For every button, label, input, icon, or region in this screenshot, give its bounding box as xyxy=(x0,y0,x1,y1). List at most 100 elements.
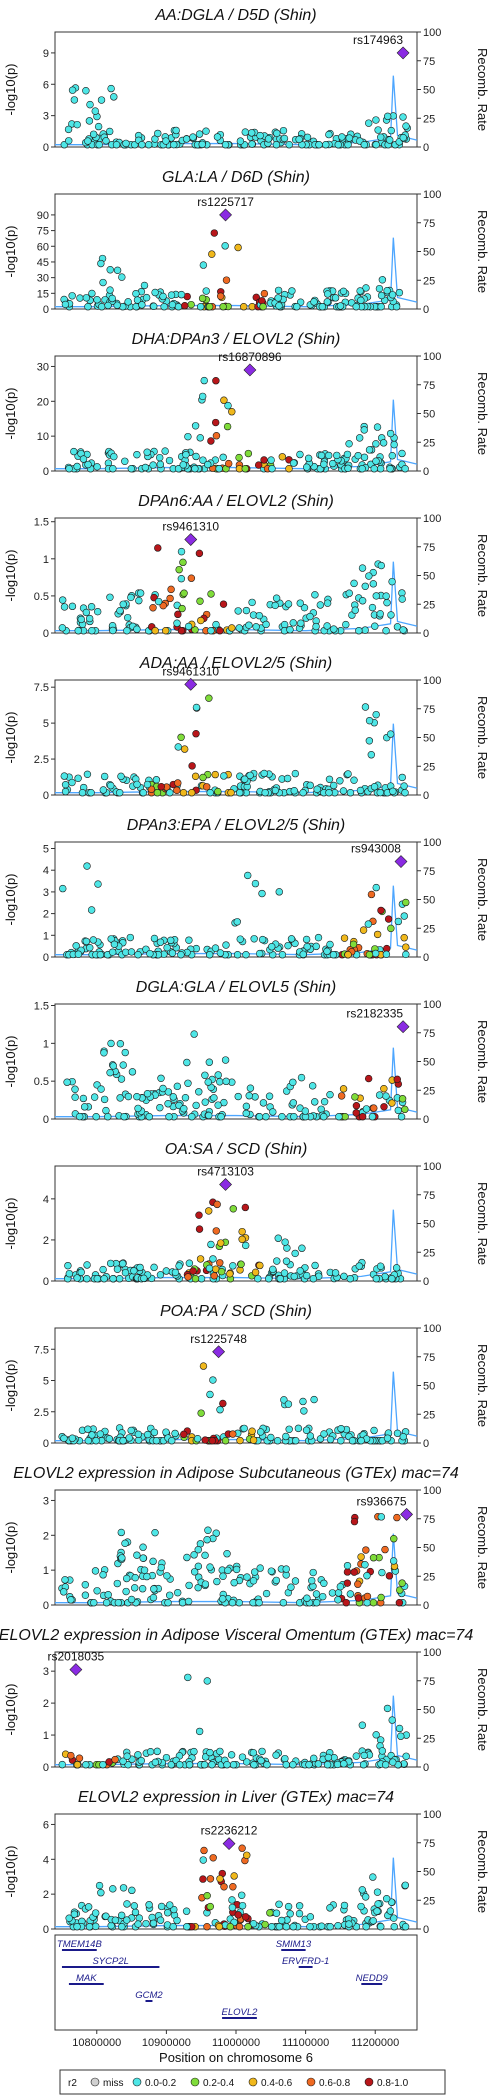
snp-point xyxy=(189,1267,197,1275)
y-tick-label: 2 xyxy=(43,1530,49,1542)
y-tick-label: 0.5 xyxy=(34,591,49,603)
snp-point xyxy=(124,298,132,306)
legend-title: r2 xyxy=(68,2078,77,2089)
snp-point xyxy=(228,408,236,416)
snp-point xyxy=(402,943,410,951)
snp-point xyxy=(99,1571,107,1579)
snp-point xyxy=(117,1911,126,1920)
panel-title: DPAn6:AA / ELOVL2 (Shin) xyxy=(138,493,334,510)
snp-point xyxy=(289,619,297,627)
y-axis-label-right: Recomb. Rate xyxy=(475,1344,490,1427)
snp-point xyxy=(372,457,380,465)
gene-label: MAK xyxy=(76,1973,97,1984)
snp-point xyxy=(243,1851,251,1859)
legend-label: 0.8-1.0 xyxy=(377,2078,409,2089)
snp-point xyxy=(229,1262,237,1270)
snp-point xyxy=(75,1754,84,1762)
snp-point xyxy=(238,1844,246,1852)
panel-title: OA:SA / SCD (Shin) xyxy=(165,1141,308,1158)
snp-point xyxy=(388,452,396,460)
snp-point xyxy=(364,1074,373,1083)
snp-point xyxy=(401,465,409,473)
snp-point xyxy=(282,1565,290,1573)
snp-point xyxy=(278,950,287,959)
snp-point xyxy=(352,303,360,311)
snp-point xyxy=(157,1902,166,1911)
y-tick-label: 2 xyxy=(43,909,49,921)
snp-point xyxy=(402,122,410,130)
snp-point xyxy=(273,1436,282,1445)
snp-point xyxy=(115,788,124,797)
snp-point xyxy=(60,1588,68,1596)
panel-title: ELOVL2 expression in Adipose Subcutaneou… xyxy=(13,1465,459,1482)
legend-label: 0.4-0.6 xyxy=(261,2078,293,2089)
snp-point xyxy=(340,1901,349,1910)
snp-point xyxy=(106,266,114,274)
recomb-tick-label: 50 xyxy=(423,895,435,907)
snp-point xyxy=(79,455,88,463)
snp-point xyxy=(375,1091,384,1099)
snp-point xyxy=(371,622,379,630)
recomb-tick-label: 100 xyxy=(423,1485,441,1497)
snp-point xyxy=(199,1362,208,1370)
y-tick-label: 0 xyxy=(43,1600,49,1612)
snp-point xyxy=(312,1598,321,1607)
y-axis-label: -log10(p) xyxy=(3,63,18,115)
lead-snp-label: rs2236212 xyxy=(201,1824,258,1838)
snp-point xyxy=(390,1914,398,1922)
panel-title: DHA:DPAn3 / ELOVL2 (Shin) xyxy=(132,331,341,348)
snp-point xyxy=(127,465,136,473)
recomb-tick-label: 100 xyxy=(423,999,441,1011)
snp-point xyxy=(82,87,90,95)
snp-point xyxy=(355,434,364,442)
snp-point xyxy=(192,1101,200,1110)
snp-point xyxy=(92,1112,100,1121)
snp-point xyxy=(229,1205,237,1213)
snp-point xyxy=(70,96,79,104)
recomb-tick-label: 100 xyxy=(423,837,441,849)
snp-point xyxy=(119,600,127,608)
snp-point xyxy=(212,1227,220,1235)
snp-point xyxy=(221,1436,230,1445)
snp-point xyxy=(216,1078,224,1086)
snp-point xyxy=(167,936,175,945)
snp-point xyxy=(154,544,162,552)
lead-snp-label: rs1225717 xyxy=(197,195,254,209)
y-tick-label: 4 xyxy=(43,865,49,877)
snp-point xyxy=(193,1435,202,1443)
snp-point xyxy=(151,1758,160,1767)
snp-point xyxy=(292,1436,300,1445)
snp-point xyxy=(284,1400,293,1408)
snp-point xyxy=(149,1557,157,1566)
snp-point xyxy=(312,942,320,951)
snp-point xyxy=(288,287,296,295)
snp-point xyxy=(362,1546,370,1554)
snp-point xyxy=(343,1568,352,1576)
snp-point xyxy=(149,1593,158,1602)
snp-point xyxy=(217,1267,226,1276)
snp-point xyxy=(287,1583,295,1591)
snp-point xyxy=(135,596,143,605)
y-tick-label: 7.5 xyxy=(34,1344,49,1356)
snp-point xyxy=(236,1436,244,1445)
snp-point xyxy=(136,589,145,597)
snp-point xyxy=(117,772,125,781)
y-tick-label: 0 xyxy=(43,952,49,964)
snp-point xyxy=(402,1752,410,1760)
snp-point xyxy=(272,594,281,602)
snp-point xyxy=(159,1084,167,1093)
panel-title: DGLA:GLA / ELOVL5 (Shin) xyxy=(136,979,336,996)
snp-point xyxy=(376,1262,385,1270)
snp-point xyxy=(249,1749,258,1757)
snp-point xyxy=(343,450,352,459)
y-axis-label-right: Recomb. Rate xyxy=(475,372,490,455)
snp-point xyxy=(93,463,101,471)
snp-point xyxy=(234,607,242,615)
snp-point xyxy=(382,1894,391,1903)
snp-point xyxy=(146,949,154,958)
snp-point xyxy=(209,1376,217,1384)
snp-point xyxy=(162,137,170,145)
snp-point xyxy=(203,1536,211,1544)
snp-point xyxy=(323,599,332,607)
y-tick-label: 75 xyxy=(37,226,49,238)
